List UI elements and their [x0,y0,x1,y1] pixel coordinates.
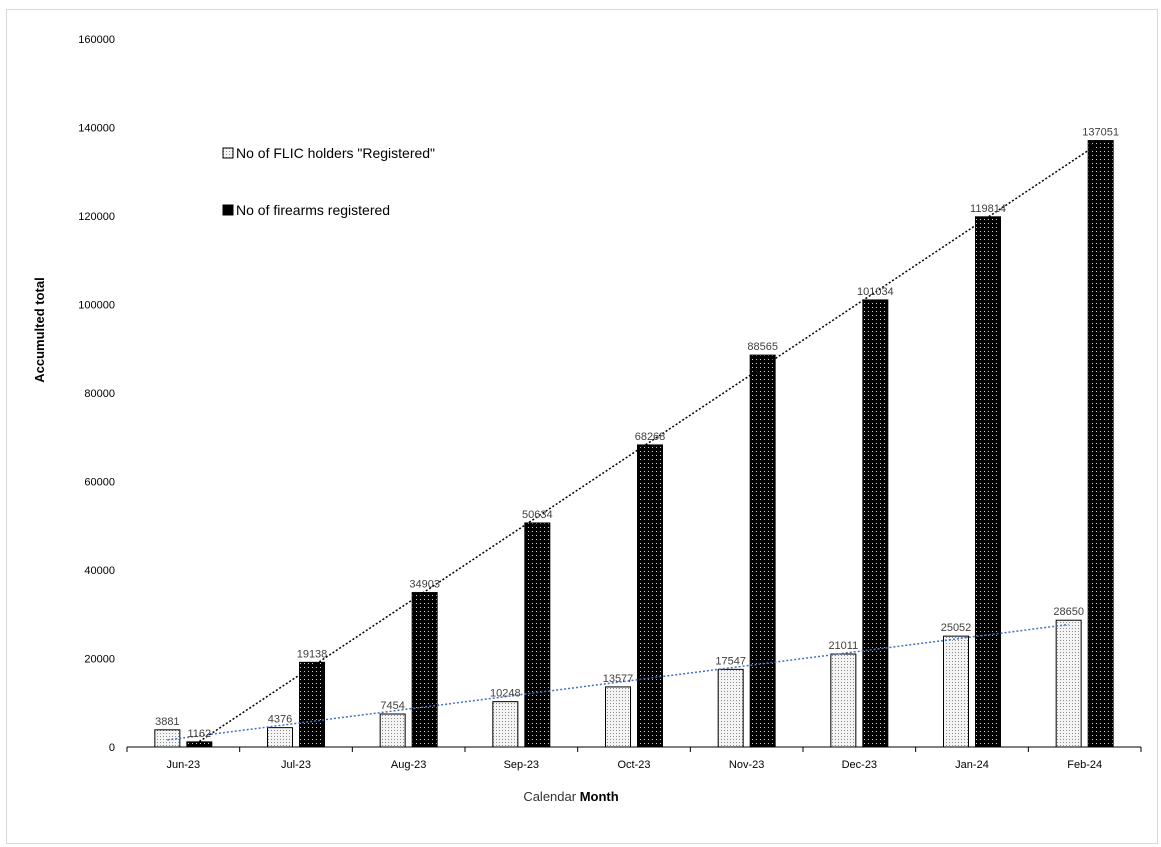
data-label: 50634 [522,509,553,521]
data-labels: 3881 4376 7454 10248 13577 17547 21011 25052 286… [155,127,1119,740]
x-tick-label: Dec-23 [842,759,877,771]
bar-flic-holders [943,635,969,748]
x-tick-label: Jun-23 [167,759,201,771]
y-tick-label: 40000 [84,565,115,577]
legend-swatch-flic [222,147,234,159]
x-tick-label: Sep-23 [504,759,539,771]
data-label: 13577 [603,673,634,685]
legend: No of FLIC holders "Registered" No of fi… [222,145,435,218]
chart-frame: 0 20000 40000 60000 80000 100000 120000 140000 1… [6,9,1158,844]
bar-firearms [749,354,776,748]
bar-firearms [637,444,663,748]
x-axis: Jun-23 Jul-23 Aug-23 Sep-23 Oct-23 Nov-23 Dec-… [126,746,1142,771]
bar-flic-holders [605,686,631,748]
y-tick-label: 160000 [78,34,115,46]
y-axis-ticks: 0 20000 40000 60000 80000 100000 120000 140000 1… [78,34,115,754]
chart-svg: 0 20000 40000 60000 80000 100000 120000 140000 1… [32,34,1142,804]
data-label: 101034 [857,286,894,298]
bar-flic-holders [717,668,744,748]
data-label: 19138 [297,648,328,660]
y-tick-label: 60000 [84,477,115,489]
data-label: 119814 [970,203,1006,215]
bar-flic-holders [267,727,293,748]
data-label: 10248 [490,688,521,700]
trendlines [167,141,1102,743]
data-label: 88565 [747,341,778,353]
y-tick-label: 140000 [78,123,115,135]
legend-swatch-firearms [222,204,234,216]
data-label: 3881 [155,716,179,728]
legend-label-firearms: No of firearms registered [236,202,390,218]
y-tick-label: 0 [109,742,115,754]
y-tick-label: 100000 [78,300,115,312]
x-tick-label: Jul-23 [281,759,311,771]
bar-flic-holders [492,701,519,748]
data-label: 21011 [828,640,858,652]
bar-firearms [975,216,1001,748]
bar-firearms [1087,140,1114,748]
data-label: 137051 [1082,127,1119,139]
bar-flic-holders [830,653,857,748]
data-label: 68268 [635,431,666,443]
trendline-flic-holders [167,623,1069,741]
bar-flic-holders [1055,619,1082,748]
x-tick-label: Oct-23 [617,759,650,771]
bar-firearms [299,661,325,748]
y-tick-label: 20000 [84,654,115,666]
x-tick-label: Jan-24 [955,759,989,771]
x-axis-title-part-2: Month [580,789,619,804]
y-tick-label: 80000 [84,388,115,400]
x-tick-label: Aug-23 [391,759,426,771]
legend-label-flic: No of FLIC holders "Registered" [236,145,435,161]
bar-firearms [186,741,213,748]
y-axis-title: Accumulted total [32,277,47,382]
data-label: 28650 [1053,606,1084,618]
x-axis-title: Calendar Month [523,789,618,804]
data-label: 25052 [941,622,972,634]
bar-flic-holders [379,713,406,748]
x-tick-label: Nov-23 [729,759,764,771]
trendline-firearms [198,141,1102,743]
x-axis-title-part-1: Calendar [523,789,579,804]
bars [154,140,1114,748]
data-label: 7454 [380,700,404,712]
bar-firearms [862,299,889,748]
data-label: 17547 [715,655,746,667]
y-tick-label: 120000 [78,211,115,223]
bar-firearms [524,522,551,748]
bar-firearms [411,592,438,748]
data-label: 4376 [268,714,292,726]
data-label: 1162 [188,728,212,740]
x-tick-label: Feb-24 [1067,759,1102,771]
data-label: 34903 [409,579,440,591]
